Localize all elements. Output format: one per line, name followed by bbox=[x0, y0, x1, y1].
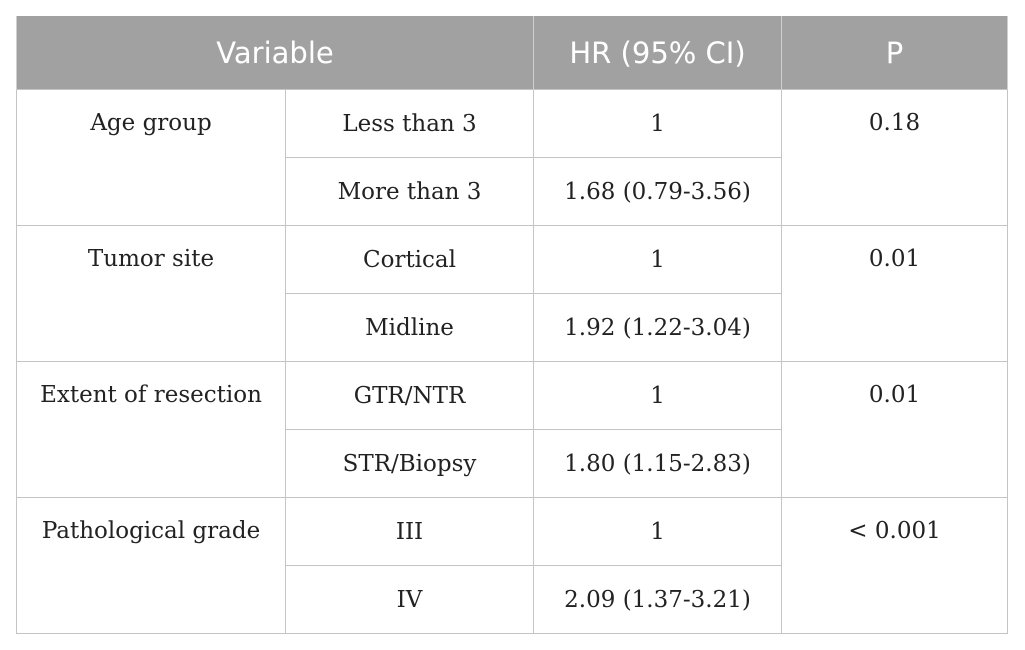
hazard-ratio-table-container: Variable HR (95% CI) P Age group Less th… bbox=[15, 16, 1009, 634]
table-row: IV 2.09 (1.37-3.21) bbox=[17, 565, 1008, 634]
level-cell: More than 3 bbox=[284, 157, 535, 226]
p-value-cell: < 0.001 bbox=[781, 497, 1009, 634]
hr-cell: 1.92 (1.22-3.04) bbox=[533, 293, 783, 362]
table-body: Age group Less than 3 1 0.18 More than 3… bbox=[16, 89, 1009, 634]
table-row: Pathological grade III 1 < 0.001 bbox=[16, 497, 1009, 634]
table-row: Age group Less than 3 1 0.18 bbox=[16, 89, 1009, 226]
table-row: STR/Biopsy 1.80 (1.15-2.83) bbox=[17, 429, 1008, 498]
variable-cell: Tumor site bbox=[16, 225, 286, 362]
table-row: Extent of resection GTR/NTR 1 0.01 bbox=[16, 361, 1009, 498]
hr-cell: 1 bbox=[533, 225, 783, 294]
level-cell: STR/Biopsy bbox=[284, 429, 535, 498]
p-value-cell: 0.18 bbox=[781, 89, 1009, 226]
table-row: Tumor site Cortical 1 0.01 bbox=[16, 225, 1009, 362]
hr-cell: 1 bbox=[533, 361, 783, 430]
level-cell: Cortical bbox=[284, 225, 535, 294]
level-cell: Less than 3 bbox=[284, 89, 535, 158]
hr-cell: 1.68 (0.79-3.56) bbox=[533, 157, 783, 226]
hr-cell: 1 bbox=[533, 497, 783, 566]
variable-cell: Age group bbox=[16, 89, 286, 226]
hazard-ratio-table: Variable HR (95% CI) P Age group Less th… bbox=[15, 16, 1009, 634]
p-value-cell: 0.01 bbox=[781, 361, 1009, 498]
variable-cell: Pathological grade bbox=[16, 497, 286, 634]
variable-cell: Extent of resection bbox=[16, 361, 286, 498]
level-cell: IV bbox=[284, 565, 535, 634]
header-hr: HR (95% CI) bbox=[533, 16, 783, 90]
header-variable: Variable bbox=[15, 16, 535, 90]
level-cell: III bbox=[284, 497, 535, 566]
p-value-cell: 0.01 bbox=[781, 225, 1009, 362]
hr-cell: 2.09 (1.37-3.21) bbox=[533, 565, 783, 634]
table-header: Variable HR (95% CI) P bbox=[15, 16, 1009, 90]
level-cell: Midline bbox=[284, 293, 535, 362]
hr-cell: 1.80 (1.15-2.83) bbox=[533, 429, 783, 498]
table-row: More than 3 1.68 (0.79-3.56) bbox=[17, 157, 1008, 226]
header-p: P bbox=[781, 16, 1009, 90]
hr-cell: 1 bbox=[533, 89, 783, 158]
level-cell: GTR/NTR bbox=[284, 361, 535, 430]
header-row: Variable HR (95% CI) P bbox=[15, 16, 1009, 90]
